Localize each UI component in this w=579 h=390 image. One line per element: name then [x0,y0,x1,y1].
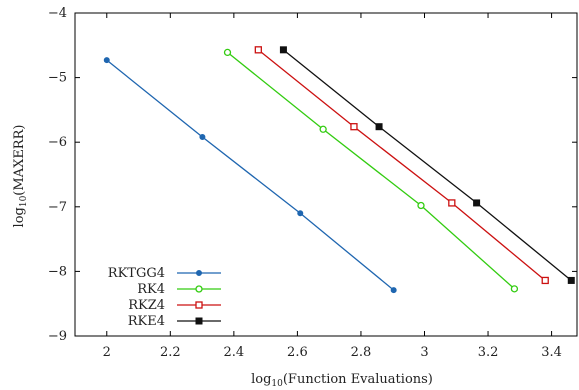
legend-label: RKZ4 [128,298,165,313]
legend-item-rktgg4: RKTGG4 [108,266,221,281]
series-layer [103,46,575,294]
x-tick-label: 3 [420,345,428,360]
series-rke4 [279,46,575,284]
x-axis-ticks: 2 2.2 2.4 2.6 2.8 3 3.2 3.4 [103,13,562,360]
y-tick-label: −4 [48,6,67,21]
plot-area [74,12,578,337]
x-tick-label: 3.2 [478,345,499,360]
x-tick-label: 2.8 [351,345,372,360]
x-tick-label: 3.4 [541,345,562,360]
data-point-rkz4 [350,123,358,131]
legend-item-rk4: RK4 [137,282,221,297]
data-point-rkz4 [541,276,549,285]
y-axis-ticks: −9 −8 −7 −6 −5 −4 [48,6,577,344]
legend-label: RK4 [137,282,165,297]
legend-marker [195,285,203,293]
plot-frame [74,12,578,337]
x-tick-label: 2 [103,345,111,360]
legend-label: RKE4 [128,314,165,329]
x-tick-label: 2.4 [224,345,245,360]
data-point-rke4 [375,123,383,131]
series-line-rkz4 [257,49,546,281]
data-point-rktgg4 [103,57,110,64]
y-tick-label: −5 [48,71,67,86]
series-line-rke4 [283,49,572,281]
x-tick-label: 2.2 [160,345,181,360]
legend-marker [195,317,203,325]
y-tick-label: −9 [48,329,67,344]
x-axis-label: log10(Function Evaluations) [251,372,433,389]
series-line-rk4 [227,51,515,290]
data-point-rktgg4 [390,287,397,294]
y-tick-label: −6 [48,135,67,150]
data-point-rke4 [567,276,575,284]
series-line-rktgg4 [106,59,395,291]
legend-label: RKTGG4 [108,266,165,281]
legend-marker [195,301,203,309]
legend-item-rke4: RKE4 [128,314,221,329]
data-point-rktgg4 [297,210,304,217]
data-point-rk4 [319,125,327,133]
data-point-rk4 [223,48,232,57]
series-rk4 [223,48,519,293]
y-tick-label: −7 [48,200,67,215]
data-point-rke4 [279,46,287,54]
data-point-rkz4 [254,46,262,54]
data-point-rkz4 [448,199,456,207]
data-point-rk4 [417,201,425,210]
legend-item-rkz4: RKZ4 [128,298,221,313]
y-tick-label: −8 [48,264,67,279]
series-rkz4 [254,46,549,285]
data-point-rk4 [510,285,519,293]
data-point-rktgg4 [199,134,206,141]
series-rktgg4 [103,57,397,294]
x-tick-label: 2.6 [287,345,308,360]
data-point-rke4 [473,199,481,207]
y-axis-label: log10(MAXERR) [12,125,29,228]
legend-marker [196,270,202,276]
